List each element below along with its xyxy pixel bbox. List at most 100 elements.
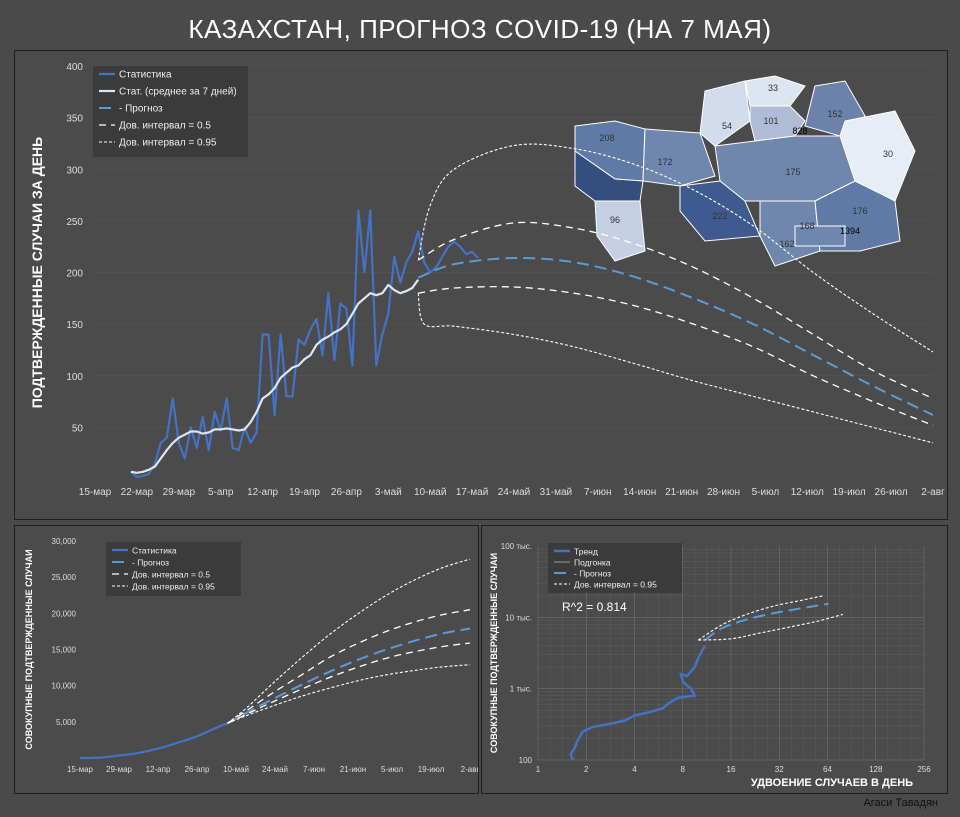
series-дов-интервал-0-5-низ — [418, 285, 934, 426]
x-tick-label: 2 — [584, 765, 589, 774]
map-label: 33 — [768, 83, 778, 93]
y-tick-label: 30,000 — [52, 537, 77, 546]
series-дов-интервал-0-95-верх — [227, 558, 471, 724]
y-tick-label: 250 — [66, 217, 83, 228]
x-tick-label: 19-июл — [833, 487, 866, 498]
map-region-1 — [642, 128, 716, 187]
x-tick-label: 19-апр — [289, 487, 320, 498]
map-label: 828 — [792, 126, 807, 136]
x-tick-label: 5-июл — [752, 487, 780, 498]
x-tick-label: 31-май — [540, 487, 572, 498]
series-прогноз — [417, 256, 934, 416]
legend-label: - Прогноз — [132, 558, 169, 568]
legend-label: Статистика — [132, 546, 177, 556]
x-tick-label: 26-июл — [875, 487, 908, 498]
y-axis-label: СОВОКУПНЫЕ ПОДТВЕРЖДЕННЫЕ СЛУЧАИ — [489, 553, 499, 753]
map-label: 152 — [827, 109, 842, 119]
map-label: 162 — [779, 239, 794, 249]
x-tick-label: 32 — [775, 765, 784, 774]
x-tick-label: 2-авг — [461, 765, 478, 774]
x-tick-label: 12-апр — [146, 765, 171, 774]
y-axis-label: ПОДТВЕРЖДЕННЫЕ СЛУЧАИ ЗА ДЕНЬ — [29, 137, 45, 408]
series-прогноз — [704, 602, 829, 641]
x-tick-label: 24-май — [498, 487, 530, 498]
x-tick-label: 7-июн — [584, 487, 612, 498]
y-tick-label: 100 — [66, 372, 83, 383]
series-дов-интервал-0-95-верх — [698, 595, 824, 641]
legend-box — [106, 542, 241, 596]
y-tick-label: 20,000 — [52, 609, 77, 618]
kazakhstan-map: 33 208 54 101 828 152 172 30 175 96 222 176 168 1394 1… — [574, 75, 916, 267]
y-tick-label: 200 — [66, 269, 83, 280]
series-дов-интервал-0-95-низ — [227, 664, 471, 724]
x-tick-label: 8 — [681, 765, 686, 774]
map-label: 54 — [722, 121, 732, 131]
chart-title: КАЗАХСТАН, ПРОГНОЗ COVID-19 (НА 7 МАЯ) — [188, 14, 772, 44]
legend-label: Статистика — [119, 70, 172, 81]
map-label: 208 — [599, 133, 614, 143]
series-стат-среднее-за-7-дней — [130, 279, 420, 474]
map-label: 172 — [657, 157, 672, 167]
x-tick-label: 19-июл — [418, 765, 445, 774]
legend-label: Тренд — [574, 547, 598, 557]
daily-cases-chart: 50 100 150 200 250 300 350 400 15-мар 22-мар 29-ма… — [29, 62, 945, 498]
series-статистика — [130, 209, 479, 478]
series-дов-интервал-0-95-низ — [417, 293, 934, 444]
legend-box — [93, 66, 248, 157]
y-tick-label: 400 — [66, 62, 83, 73]
y-tick-label: 10,000 — [52, 682, 77, 691]
x-tick-label: 5-апр — [208, 487, 234, 498]
x-tick-label: 26-апр — [185, 765, 210, 774]
y-tick-label: 10 тыс. — [505, 613, 532, 622]
x-tick-label: 256 — [917, 765, 931, 774]
x-tick-label: 5-июл — [381, 765, 403, 774]
map-region-3 — [744, 75, 806, 107]
series-дов-интервал-0-5-низ — [227, 642, 471, 724]
series-статистика — [79, 722, 228, 760]
legend-label: Дов. интервал = 0.5 — [119, 121, 211, 132]
x-tick-label: 26-апр — [331, 487, 362, 498]
x-tick-label: 17-май — [456, 487, 488, 498]
map-region-13 — [794, 225, 846, 247]
x-axis-label: УДВОЕНИЕ СЛУЧАЕВ В ДЕНЬ — [751, 777, 913, 789]
x-tick-label: 64 — [823, 765, 832, 774]
cumulative-cases-panel: 5,000 10,000 15,000 20,000 25,000 30,000 15-ма… — [14, 525, 479, 794]
series-дов-интервал-0-95-низ — [698, 613, 844, 641]
map-label: 96 — [610, 215, 620, 225]
map-label: 168 — [799, 221, 814, 231]
y-tick-label: 100 тыс. — [501, 542, 532, 551]
y-tick-label: 15,000 — [52, 646, 77, 655]
series-дов-интервал-0-5-верх — [227, 609, 471, 724]
x-tick-label: 14-июн — [623, 487, 656, 498]
x-tick-label: 12-апр — [247, 487, 278, 498]
x-tick-label: 29-мар — [106, 765, 133, 774]
legend-label: Дов. интервал = 0.5 — [132, 570, 210, 580]
legend-label: Дов. интервал = 0.95 — [119, 138, 217, 149]
legend-box — [548, 543, 682, 593]
x-tick-label: 4 — [632, 765, 637, 774]
x-tick-label: 24-май — [262, 765, 288, 774]
map-region-9 — [594, 200, 646, 262]
legend-label: - Прогноз — [119, 104, 163, 115]
map-label: 101 — [763, 116, 778, 126]
map-label: 30 — [883, 149, 893, 159]
x-tick-label: 3-май — [375, 487, 402, 498]
x-tick-label: 15-мар — [67, 765, 94, 774]
legend-label: - Прогноз — [574, 569, 611, 579]
y-axis-label: СОВОКУПНЫЕ ПОДТВЕРЖДЕННЫЕ СЛУЧАИ — [24, 549, 34, 749]
cumulative-cases-chart: 5,000 10,000 15,000 20,000 25,000 30,000 15-ма… — [24, 537, 479, 774]
series-дов-интервал-0-95-верх — [417, 143, 934, 353]
y-tick-label: 100 — [519, 756, 533, 765]
map-label: 175 — [785, 167, 800, 177]
legend-label: Дов. интервал = 0.95 — [574, 580, 657, 590]
x-tick-label: 22-мар — [121, 487, 154, 498]
series-прогноз — [227, 627, 471, 725]
x-tick-label: 128 — [869, 765, 883, 774]
legend-label: Дов. интервал = 0.95 — [132, 582, 215, 592]
y-tick-label: 5,000 — [56, 718, 77, 727]
r-squared-annotation: R^2 = 0.814 — [562, 600, 627, 614]
x-tick-label: 2-авг — [921, 487, 945, 498]
y-tick-label: 50 — [72, 423, 84, 434]
author-credit: Агаси Тавадян — [863, 797, 938, 809]
y-tick-label: 150 — [66, 320, 83, 331]
